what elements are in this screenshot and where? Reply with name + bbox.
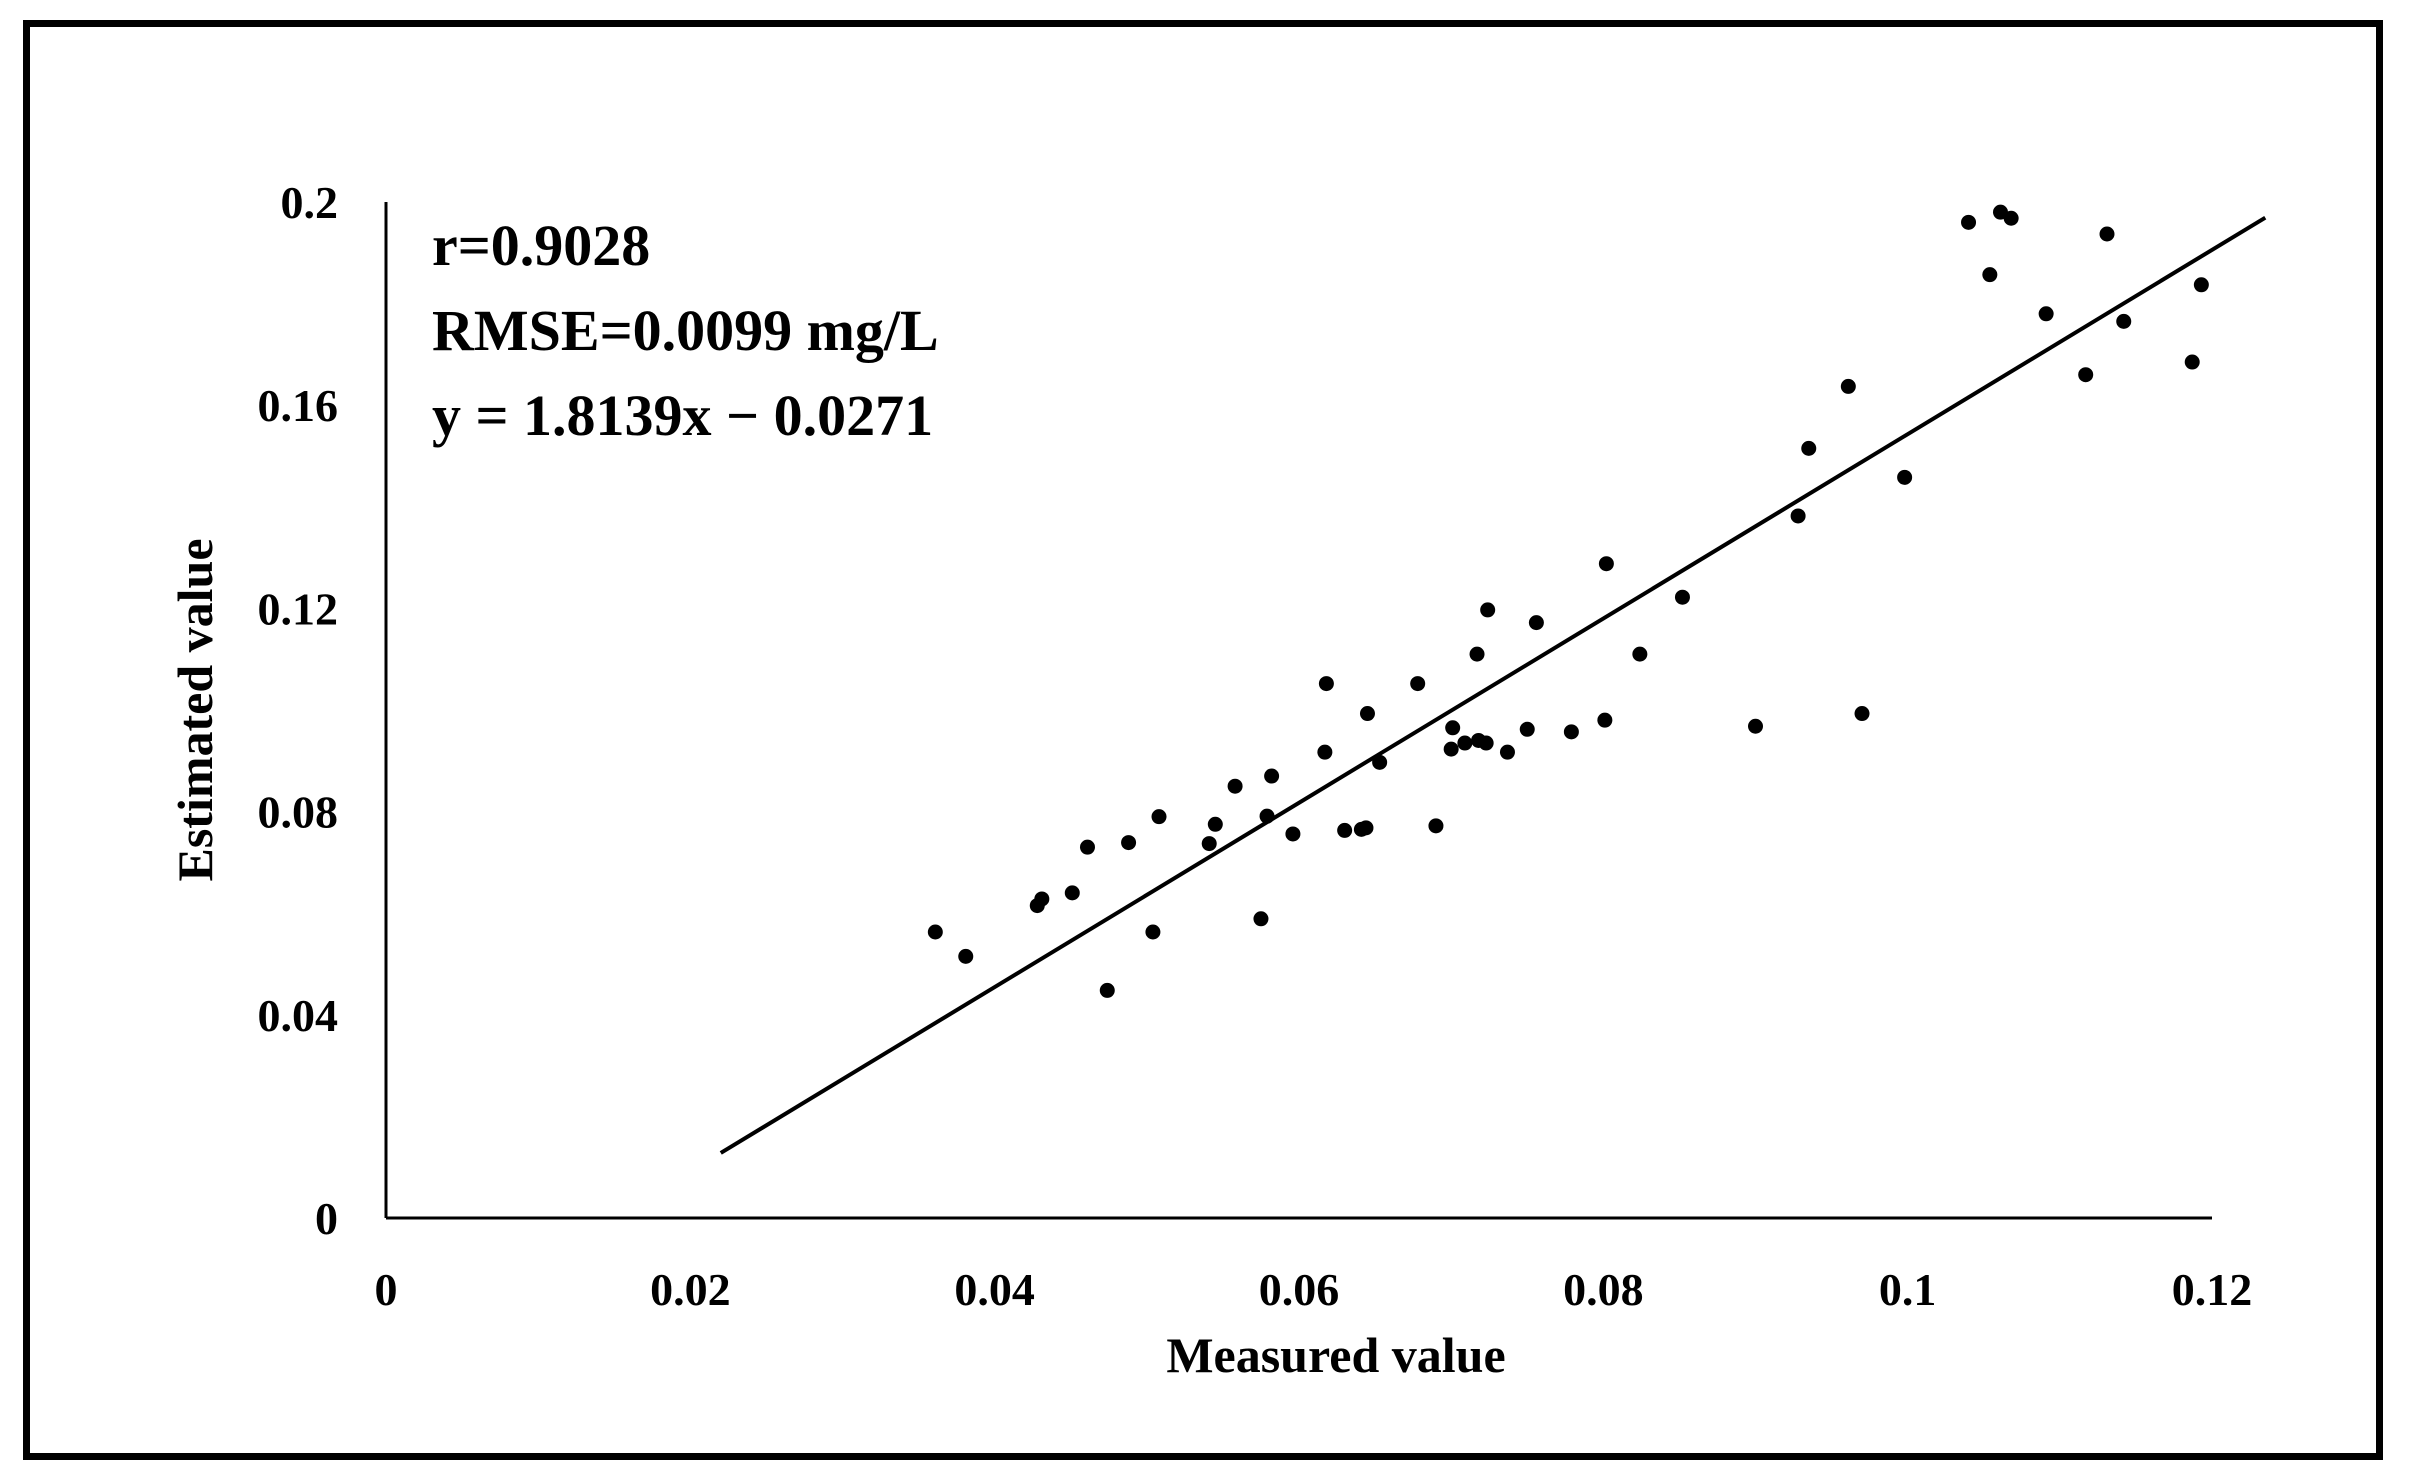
- data-point: [1443, 741, 1459, 757]
- y-tick-label: 0.08: [258, 787, 339, 838]
- data-point: [1099, 982, 1115, 998]
- data-point: [2193, 277, 2209, 293]
- data-point: [1597, 712, 1613, 728]
- data-point: [1854, 706, 1870, 722]
- data-point: [2116, 313, 2132, 329]
- x-tick-label: 0.02: [650, 1264, 731, 1315]
- data-point: [1145, 924, 1161, 940]
- y-axis-title: Estimated value: [167, 538, 223, 881]
- data-point: [1034, 891, 1050, 907]
- data-point: [2078, 367, 2094, 383]
- data-point: [1372, 754, 1388, 770]
- data-point: [1337, 822, 1353, 838]
- y-tick-label: 0.04: [258, 990, 339, 1041]
- data-point: [1151, 809, 1167, 825]
- correlation-annotation: r=0.9028: [432, 213, 650, 278]
- rmse-annotation: RMSE=0.0099 mg/L: [432, 298, 939, 363]
- data-point: [1317, 744, 1333, 760]
- x-tick-label: 0: [375, 1264, 398, 1315]
- axes: [384, 202, 2212, 1220]
- data-point: [1253, 911, 1269, 927]
- data-point: [1563, 724, 1579, 740]
- data-point: [1264, 768, 1280, 784]
- data-point: [1121, 835, 1137, 851]
- data-point: [1499, 744, 1515, 760]
- data-point: [1982, 267, 1998, 283]
- y-tick-label: 0: [315, 1193, 338, 1244]
- data-point: [1961, 214, 1977, 230]
- data-point: [1840, 378, 1856, 394]
- data-point: [2038, 306, 2054, 322]
- equation-annotation: y = 1.8139x − 0.0271: [432, 383, 933, 448]
- data-point: [1457, 735, 1473, 751]
- data-point: [2099, 226, 2115, 242]
- data-point: [1358, 820, 1374, 836]
- y-tick-label: 0.16: [258, 380, 339, 431]
- data-point: [1748, 718, 1763, 734]
- x-tick-label: 0.1: [1879, 1264, 1937, 1315]
- data-point: [1478, 735, 1494, 751]
- y-tick-label: 0.12: [258, 583, 339, 634]
- y-tick-label: 0.2: [281, 177, 339, 228]
- data-point: [1897, 469, 1913, 485]
- data-point: [958, 948, 974, 964]
- data-point: [1528, 615, 1544, 631]
- x-tick-label: 0.12: [2172, 1264, 2253, 1315]
- y-tick-labels: 0 0.04 0.08 0.12 0.16 0.2: [258, 177, 339, 1244]
- data-point: [1410, 676, 1426, 692]
- data-point: [1259, 808, 1275, 824]
- data-point: [1064, 885, 1080, 901]
- data-point: [1469, 646, 1485, 662]
- trendline: [719, 215, 2267, 1155]
- data-point: [1445, 720, 1461, 736]
- data-point: [1801, 440, 1817, 456]
- data-point: [1359, 706, 1375, 722]
- data-points: [927, 204, 2209, 998]
- data-point: [1201, 836, 1217, 852]
- data-point: [1227, 778, 1243, 794]
- data-point: [1207, 816, 1223, 832]
- data-point: [1674, 589, 1690, 605]
- data-point: [1079, 839, 1095, 855]
- data-point: [1428, 818, 1444, 834]
- data-point: [927, 924, 943, 940]
- x-tick-label: 0.06: [1259, 1264, 1340, 1315]
- x-tick-label: 0.08: [1563, 1264, 1644, 1315]
- figure-frame: [23, 20, 2383, 1460]
- x-axis-title: Measured value: [1166, 1327, 1505, 1383]
- data-point: [1480, 602, 1496, 618]
- data-point: [1285, 826, 1301, 842]
- x-tick-labels: 0 0.02 0.04 0.06 0.08 0.1 0.12: [375, 1264, 2253, 1315]
- data-point: [1632, 646, 1648, 662]
- data-point: [2003, 210, 2019, 226]
- data-point: [1318, 676, 1334, 692]
- data-point: [1519, 721, 1535, 737]
- data-point: [1790, 508, 1806, 524]
- data-point: [1598, 556, 1614, 572]
- data-point: [2184, 354, 2200, 370]
- x-tick-label: 0.04: [954, 1264, 1035, 1315]
